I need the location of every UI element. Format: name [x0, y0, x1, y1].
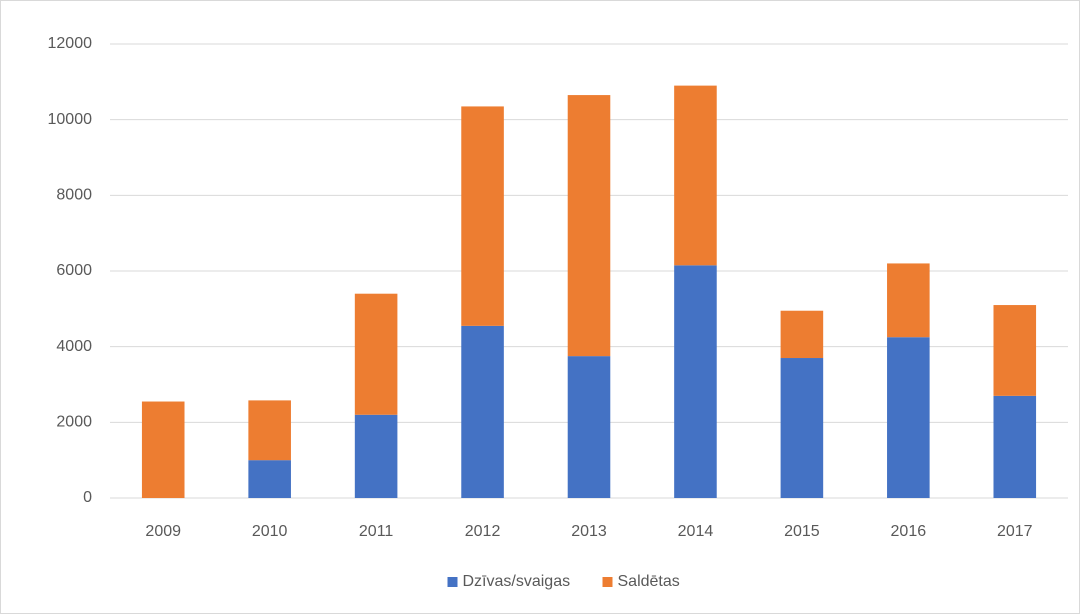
bar-segment: [461, 325, 504, 498]
legend-swatch: [602, 577, 613, 587]
x-tick-label: 2010: [252, 523, 288, 540]
bar-segment: [674, 85, 717, 266]
x-tick-label: 2011: [359, 523, 394, 540]
bar-segment: [354, 293, 398, 415]
legend-swatch: [447, 577, 458, 587]
bar-segment: [993, 305, 1037, 396]
x-tick-label: 2014: [678, 523, 714, 540]
y-tick-label: 4000: [56, 338, 92, 355]
legend-label: Dzīvas/svaigas: [463, 573, 571, 590]
bar-segment: [780, 358, 824, 498]
y-tick-label: 0: [83, 489, 92, 506]
bar-segment: [567, 356, 611, 498]
bar-segment: [887, 263, 930, 338]
bar-segment: [248, 460, 291, 498]
bar-segment: [248, 400, 291, 461]
bar-segment: [674, 265, 717, 498]
x-tick-label: 2012: [465, 523, 501, 540]
x-tick-label: 2017: [997, 523, 1033, 540]
legend-label: Saldētas: [618, 573, 680, 590]
y-tick-label: 10000: [48, 111, 93, 128]
y-tick-label: 8000: [56, 187, 92, 204]
x-tick-label: 2016: [891, 523, 927, 540]
bar-segment: [354, 414, 398, 498]
bar-segment: [461, 106, 504, 326]
bar-segment: [567, 95, 611, 357]
bar-segment: [887, 337, 930, 498]
y-tick-label: 6000: [56, 262, 92, 279]
y-tick-label: 2000: [56, 414, 92, 431]
bar-segment: [141, 401, 185, 498]
x-tick-label: 2009: [145, 523, 181, 540]
y-tick-label: 12000: [48, 35, 93, 52]
x-tick-label: 2013: [571, 523, 607, 540]
bar-segment: [780, 310, 824, 359]
bar-segment: [993, 395, 1037, 498]
x-tick-label: 2015: [784, 523, 820, 540]
